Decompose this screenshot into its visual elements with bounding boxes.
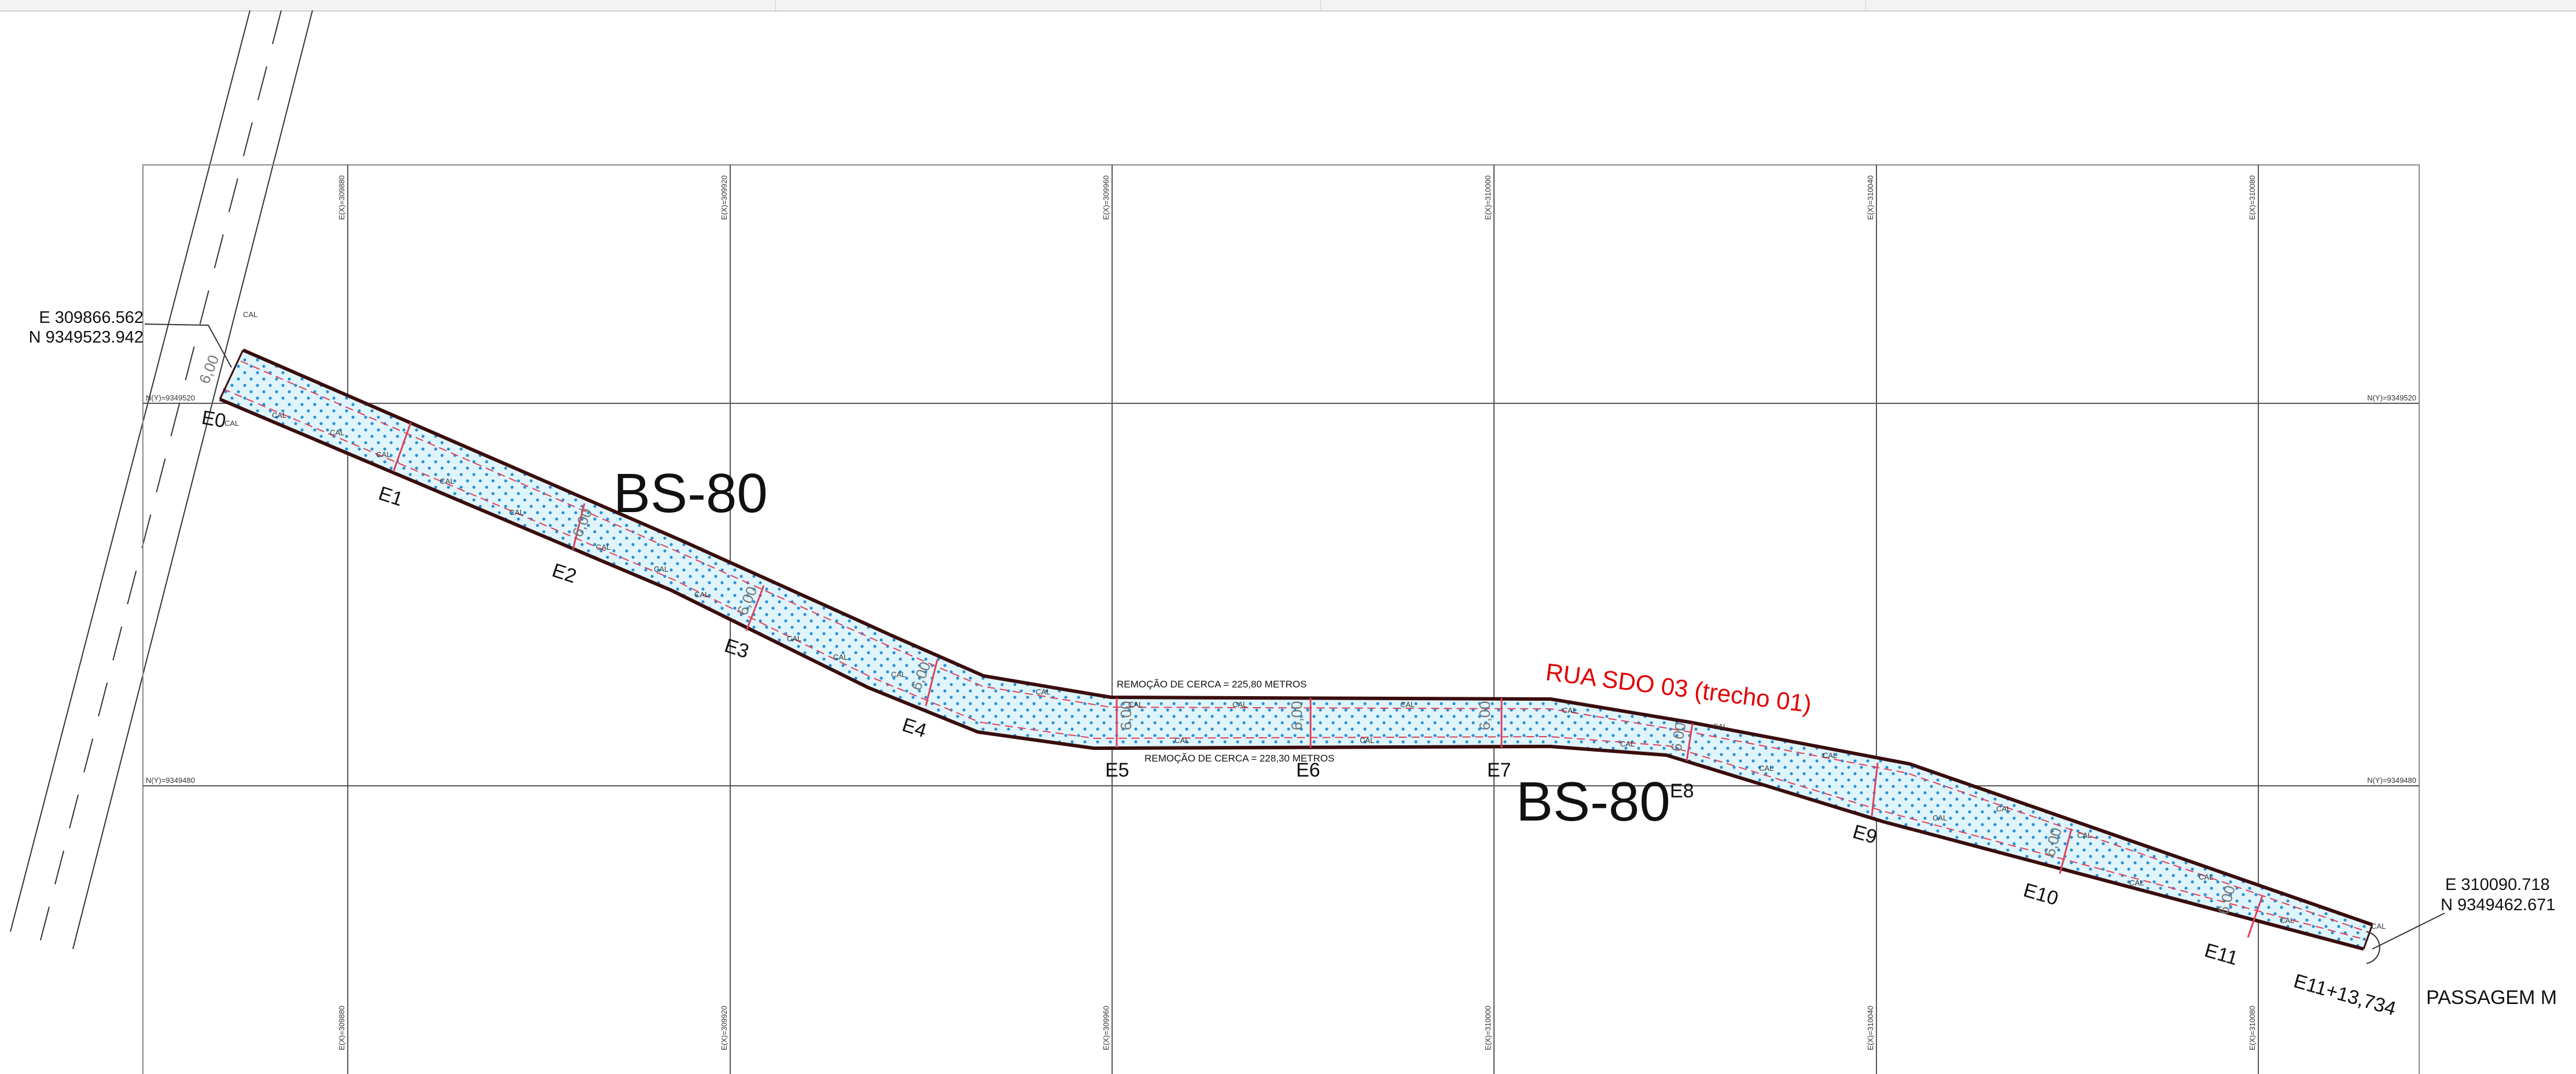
station-label: E6 xyxy=(1296,759,1320,781)
grid-label-e: E(X)=310080 xyxy=(2248,1006,2257,1050)
svg-text:CAL: CAL xyxy=(330,428,344,437)
station-label: E11+13,734 xyxy=(2291,970,2398,1020)
station-label: E8 xyxy=(1670,780,1694,802)
end-coord-e: E 310090.718 xyxy=(2445,876,2550,894)
width-annotations: 6,00 6,00 6,00 6,00 6,00 6,00 6,00 6,00 … xyxy=(196,352,2239,916)
station-label: E3 xyxy=(722,634,752,663)
svg-text:CAL: CAL xyxy=(1823,751,1837,760)
grid-label-e: E(X)=309920 xyxy=(720,175,728,220)
grid-label-n: N(Y)=9349480 xyxy=(2367,776,2416,785)
station-label: E10 xyxy=(2021,879,2061,910)
svg-text:CAL: CAL xyxy=(1562,706,1577,715)
grid-label-e: E(X)=310040 xyxy=(1866,1006,1875,1050)
adjacent-road xyxy=(10,10,313,950)
svg-text:CAL: CAL xyxy=(2371,922,2386,930)
fence-removal-top: REMOÇÃO DE CERCA = 225,80 METROS xyxy=(1117,679,1307,690)
svg-text:CAL: CAL xyxy=(694,590,709,599)
svg-text:CAL: CAL xyxy=(1232,700,1247,709)
station-label: E4 xyxy=(900,713,929,742)
end-arc xyxy=(2366,931,2380,964)
end-coordinate-leader xyxy=(2372,913,2445,950)
grid-label-e: E(X)=309960 xyxy=(1102,175,1110,220)
svg-text:CAL: CAL xyxy=(1128,700,1143,709)
grid-label-e: E(X)=310040 xyxy=(1866,175,1875,220)
grid-label-e: E(X)=309920 xyxy=(720,1006,728,1050)
svg-text:CAL: CAL xyxy=(1713,722,1727,731)
svg-text:CAL: CAL xyxy=(1620,740,1635,748)
svg-text:CAL: CAL xyxy=(1933,814,1947,822)
station-label: E1 xyxy=(376,482,406,510)
svg-text:CAL: CAL xyxy=(1400,700,1415,709)
coordinate-grid xyxy=(143,165,2419,1074)
road-top-edge xyxy=(242,348,2373,926)
grid-label-n: N(Y)=9349480 xyxy=(146,776,195,785)
grid-label-e: E(X)=309880 xyxy=(337,175,346,220)
svg-text:CAL: CAL xyxy=(272,411,286,420)
grid-label-e: E(X)=310000 xyxy=(1484,1006,1492,1050)
road-start-cap xyxy=(219,350,244,400)
road-bottom-offset xyxy=(222,388,2367,940)
svg-text:6,00: 6,00 xyxy=(1288,701,1305,730)
svg-text:CAL: CAL xyxy=(2280,916,2294,925)
window-top-bar xyxy=(0,0,2576,12)
end-coord-n: N 9349462.671 xyxy=(2441,896,2555,914)
svg-text:CAL: CAL xyxy=(440,477,454,485)
svg-text:CAL: CAL xyxy=(509,508,524,517)
road-name-label: BS-80 xyxy=(613,462,768,524)
road-name-label: BS-80 xyxy=(1516,771,1670,833)
svg-text:CAL: CAL xyxy=(1175,736,1189,745)
station-label: E2 xyxy=(550,559,579,587)
svg-text:6,00: 6,00 xyxy=(1476,701,1493,730)
road-bottom-edge xyxy=(219,398,2364,951)
grid-label-e: E(X)=310080 xyxy=(2248,175,2257,220)
svg-text:CAL: CAL xyxy=(225,419,239,428)
svg-text:6,00: 6,00 xyxy=(1117,701,1135,730)
svg-text:CAL: CAL xyxy=(833,653,848,661)
grid-label-e: E(X)=309960 xyxy=(1102,1006,1110,1050)
svg-text:CAL: CAL xyxy=(1759,764,1773,773)
svg-text:CAL: CAL xyxy=(596,543,610,551)
station-label: E9 xyxy=(1850,821,1879,848)
svg-text:CAL: CAL xyxy=(2129,878,2144,887)
grid-label-e: E(X)=310000 xyxy=(1484,175,1492,220)
svg-text:CAL: CAL xyxy=(2077,831,2092,840)
start-coord-n: N 9349523.942 xyxy=(29,328,143,347)
station-label: E0 xyxy=(200,406,228,432)
grid-label-n: N(Y)=9349520 xyxy=(2367,393,2416,402)
grid-labels: E(X)=309880 E(X)=309880 E(X)=309920 E(X)=30… xyxy=(146,175,2416,1050)
svg-text:CAL: CAL xyxy=(1360,736,1374,745)
svg-text:CAL: CAL xyxy=(2199,873,2213,881)
passage-label: PASSAGEM M xyxy=(2426,987,2557,1009)
svg-text:CAL: CAL xyxy=(787,634,801,643)
grid-label-n: N(Y)=9349520 xyxy=(146,393,195,402)
fence-removal-bottom: REMOÇÃO DE CERCA = 228,30 METROS xyxy=(1145,753,1334,764)
road-end-cap xyxy=(2362,924,2373,950)
svg-text:CAL: CAL xyxy=(1036,687,1050,696)
svg-text:CAL: CAL xyxy=(654,565,668,573)
svg-text:CAL: CAL xyxy=(243,310,257,319)
svg-text:CAL: CAL xyxy=(1996,804,2011,813)
svg-text:CAL: CAL xyxy=(376,450,391,459)
svg-text:CAL: CAL xyxy=(891,670,906,679)
station-cross-lines xyxy=(392,422,2264,938)
cal-marks: CAL CAL CAL CAL CAL CAL CAL CAL CAL CAL … xyxy=(225,310,2386,930)
road-fill xyxy=(220,350,2372,949)
grid-label-e: E(X)=309880 xyxy=(337,1006,346,1050)
station-label: E5 xyxy=(1105,759,1129,781)
station-label: E7 xyxy=(1487,759,1511,781)
start-coordinate-leader xyxy=(144,323,232,368)
station-label: E11 xyxy=(2202,939,2240,970)
drawing-frame xyxy=(142,164,2420,1074)
start-coord-e: E 309866.562 xyxy=(39,308,143,327)
